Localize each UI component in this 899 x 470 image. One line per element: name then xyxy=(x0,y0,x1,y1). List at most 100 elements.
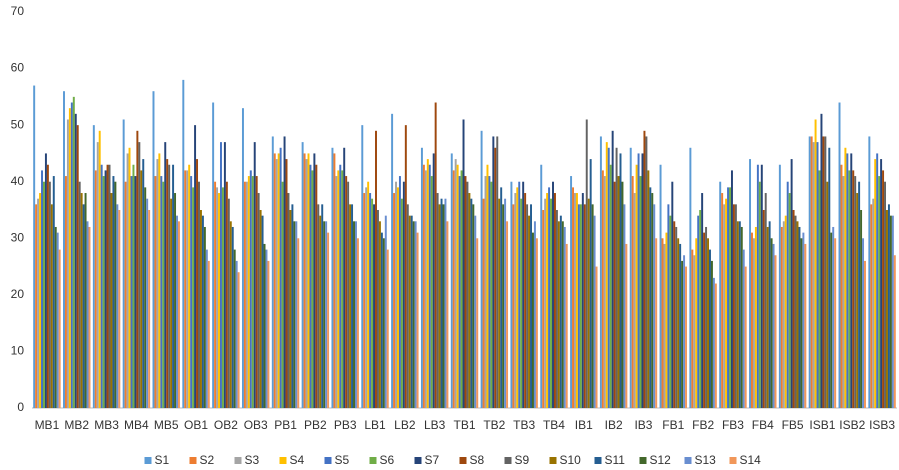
bar xyxy=(369,193,371,408)
bar xyxy=(232,227,234,408)
bar xyxy=(590,159,592,408)
y-tick-label: 30 xyxy=(11,230,25,244)
bar xyxy=(218,193,220,408)
bar xyxy=(524,193,526,408)
bar xyxy=(411,216,413,408)
legend-label: S14 xyxy=(740,453,762,467)
bar xyxy=(636,165,638,408)
bar xyxy=(504,199,506,408)
bar xyxy=(572,187,574,408)
bar xyxy=(200,210,202,408)
bar xyxy=(532,233,534,408)
bar xyxy=(260,210,262,408)
bar xyxy=(226,182,228,408)
bar xyxy=(600,136,602,408)
bar xyxy=(804,244,806,408)
bar xyxy=(188,165,190,408)
bar xyxy=(602,170,604,408)
bar xyxy=(614,182,616,408)
bar xyxy=(97,142,99,408)
bar xyxy=(769,221,771,408)
bar xyxy=(795,216,797,408)
bar xyxy=(785,216,787,408)
bar xyxy=(309,165,311,408)
bar xyxy=(474,216,476,408)
bar xyxy=(552,182,554,408)
legend-swatch xyxy=(505,457,512,464)
x-tick-label: ISB2 xyxy=(839,418,865,432)
bar xyxy=(703,233,705,408)
bar xyxy=(725,199,727,408)
bar xyxy=(230,221,232,408)
bar xyxy=(278,153,280,408)
legend-swatch xyxy=(595,457,602,464)
bar xyxy=(337,170,339,408)
bar xyxy=(655,238,657,408)
bar xyxy=(341,170,343,408)
bar xyxy=(204,227,206,408)
bar xyxy=(677,238,679,408)
bar xyxy=(506,221,508,408)
bar xyxy=(347,182,349,408)
bar xyxy=(689,148,691,408)
bar xyxy=(459,176,461,408)
bar xyxy=(463,119,465,408)
legend-swatch xyxy=(325,457,332,464)
bar xyxy=(282,182,284,408)
bar xyxy=(127,153,129,408)
bar xyxy=(874,159,876,408)
legend-label: S3 xyxy=(245,453,260,467)
bar xyxy=(83,204,85,408)
legend-swatch xyxy=(730,457,737,464)
bar xyxy=(540,165,542,408)
bar xyxy=(49,182,51,408)
bar xyxy=(178,221,180,408)
x-tick-label: PB1 xyxy=(274,418,297,432)
bar xyxy=(797,221,799,408)
x-tick-label: FB2 xyxy=(692,418,714,432)
bar xyxy=(701,193,703,408)
chart: 010203040506070MB1MB2MB3MB4MB5OB1OB2OB3P… xyxy=(0,0,899,470)
x-tick-label: MB3 xyxy=(94,418,119,432)
bar xyxy=(623,204,625,408)
bar xyxy=(586,119,588,408)
bar xyxy=(65,176,67,408)
x-tick-label: TB1 xyxy=(453,418,475,432)
bar xyxy=(472,204,474,408)
bar xyxy=(848,170,850,408)
bar xyxy=(284,136,286,408)
bar xyxy=(109,165,111,408)
legend-swatch xyxy=(235,457,242,464)
bar xyxy=(457,165,459,408)
bar xyxy=(304,153,306,408)
bar xyxy=(542,210,544,408)
bar xyxy=(789,193,791,408)
bar xyxy=(365,187,367,408)
bar xyxy=(632,176,634,408)
bar xyxy=(594,216,596,408)
bar xyxy=(693,255,695,408)
bar xyxy=(123,119,125,408)
bar xyxy=(343,148,345,408)
bar xyxy=(566,244,568,408)
bar xyxy=(182,80,184,408)
bar xyxy=(381,233,383,408)
bar xyxy=(481,131,483,408)
bar xyxy=(494,148,496,408)
bar xyxy=(793,210,795,408)
bar xyxy=(651,193,653,408)
bar xyxy=(787,182,789,408)
bar xyxy=(399,176,401,408)
bar xyxy=(852,170,854,408)
x-tick-label: IB3 xyxy=(634,418,652,432)
bar xyxy=(514,193,516,408)
bar xyxy=(739,221,741,408)
bar xyxy=(858,182,860,408)
bar xyxy=(558,221,560,408)
x-tick-label: PB3 xyxy=(334,418,357,432)
bar xyxy=(77,125,79,408)
bar xyxy=(453,170,455,408)
bar xyxy=(45,153,47,408)
bar xyxy=(244,182,246,408)
bar xyxy=(393,193,395,408)
